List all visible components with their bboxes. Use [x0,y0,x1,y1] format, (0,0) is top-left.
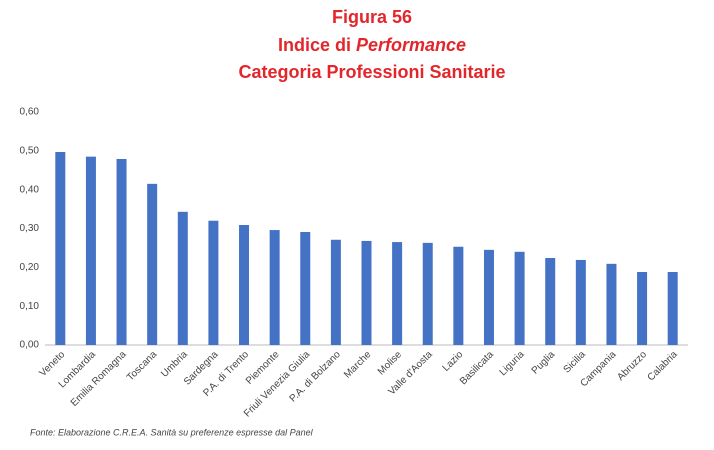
bar [453,246,464,345]
x-tick-label: Calabria [646,349,680,383]
bar [637,271,648,345]
bar [116,158,127,345]
x-tick-label: Marche [342,349,374,381]
x-tick-label: Liguria [498,349,527,378]
bar [147,183,158,345]
y-tick-label: 0,10 [20,301,40,312]
chart-title: Figura 56 [332,7,412,27]
bar [361,240,372,345]
source-note: Fonte: Elaborazione C.R.E.A. Sanità su p… [30,427,314,437]
x-tick-label: Toscana [125,349,159,383]
y-tick-label: 0,40 [20,184,40,195]
x-tick-label: Sicilia [562,349,589,376]
x-tick-label: Puglia [530,349,558,377]
x-tick-label: Lazio [441,349,466,374]
x-tick-label: Basilicata [458,349,496,387]
x-tick-label: Abruzzo [615,349,649,383]
chart-title: Categoria Professioni Sanitarie [238,62,505,82]
bar [208,220,219,345]
y-tick-label: 0,60 [20,107,40,118]
bar [667,271,678,345]
bar [483,249,494,345]
y-tick-label: 0,00 [20,340,40,351]
title-part: Performance [356,35,466,55]
chart-title: Indice di Performance [278,35,466,55]
bar [392,242,403,345]
bar [606,263,617,345]
y-tick-label: 0,20 [20,262,40,273]
bar [300,231,311,345]
bar [575,259,586,345]
x-tick-label: Veneto [37,349,67,379]
bar [239,225,250,345]
title-part: Indice di [278,35,351,55]
bar [85,156,96,345]
y-tick-label: 0,50 [20,145,40,156]
x-tick-label: Molise [376,349,405,378]
bar [269,230,280,345]
bar [177,211,188,345]
bar [422,242,433,345]
bar [545,258,556,345]
bar [55,151,66,345]
bar [514,251,525,345]
y-tick-label: 0,30 [20,223,40,234]
bar [330,239,341,345]
x-tick-label: Emilia Romagna [69,349,129,409]
